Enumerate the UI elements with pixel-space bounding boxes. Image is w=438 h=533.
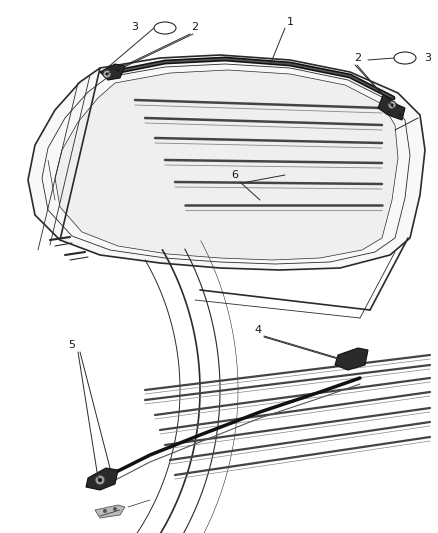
Circle shape xyxy=(117,69,120,71)
Polygon shape xyxy=(378,95,405,120)
Circle shape xyxy=(399,114,402,117)
Ellipse shape xyxy=(394,52,416,64)
Circle shape xyxy=(388,101,396,109)
Polygon shape xyxy=(86,468,118,490)
Text: 2: 2 xyxy=(191,22,198,32)
Circle shape xyxy=(103,509,107,513)
Text: 6: 6 xyxy=(232,170,239,180)
Circle shape xyxy=(103,70,111,78)
Circle shape xyxy=(106,72,109,76)
Text: 3: 3 xyxy=(424,53,431,63)
Circle shape xyxy=(95,475,105,485)
Text: 1: 1 xyxy=(286,17,293,27)
Text: 3: 3 xyxy=(131,22,138,32)
Text: 2: 2 xyxy=(354,53,361,63)
Text: 4: 4 xyxy=(254,325,261,335)
Text: 5: 5 xyxy=(68,340,75,350)
Polygon shape xyxy=(55,70,398,260)
Polygon shape xyxy=(95,505,125,518)
Polygon shape xyxy=(28,55,425,270)
Circle shape xyxy=(113,507,117,511)
Polygon shape xyxy=(335,348,368,370)
Circle shape xyxy=(98,478,102,482)
Ellipse shape xyxy=(154,22,176,34)
Polygon shape xyxy=(100,64,125,80)
Circle shape xyxy=(391,103,393,107)
